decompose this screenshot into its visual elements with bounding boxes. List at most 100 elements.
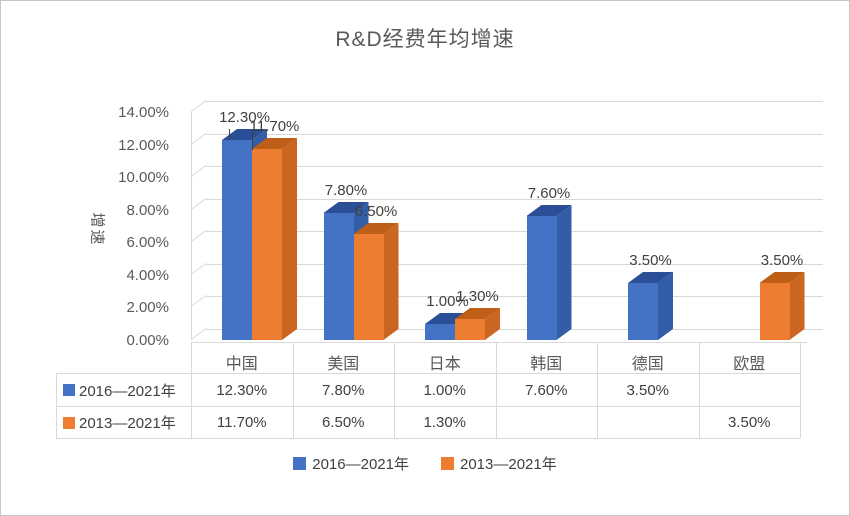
x-axis-line [191, 342, 807, 343]
bar-top-face [425, 313, 470, 324]
gridline [206, 133, 823, 135]
category-label: 美国 [327, 356, 360, 373]
table-series-name: 2013—2021年 [79, 415, 176, 432]
bar-top-face [353, 223, 399, 234]
table-column-border [698, 342, 700, 438]
table-cell: 6.50% [321, 414, 365, 431]
table-series-name: 2016—2021年 [79, 382, 176, 400]
gridline-depth-segment [190, 295, 207, 308]
bar-front-face [526, 216, 557, 340]
table-column-border [495, 342, 497, 438]
category-label: 欧盟 [733, 356, 766, 373]
bar-data-label: 7.60% [527, 185, 571, 202]
table-cell: 7.60% [524, 381, 568, 399]
table-column-border [292, 342, 294, 438]
table-row-header: 2013—2021年 [58, 407, 190, 438]
y-axis-line [191, 112, 192, 340]
table-row-border [56, 406, 800, 407]
bar-side-face [556, 205, 572, 340]
gridline [206, 101, 823, 102]
table-row-header: 2016—2021年 [58, 374, 190, 406]
bar-front-face [455, 319, 485, 340]
y-tick-label: 8.00% [126, 201, 169, 219]
bar-side-face [383, 223, 399, 340]
table-column-border [191, 342, 192, 438]
bar-top-face [455, 308, 500, 319]
gridline-depth-segment [190, 230, 207, 243]
legend-item: 2016—2021年 [293, 453, 409, 474]
gridline [206, 166, 823, 168]
bar-side-face [658, 272, 673, 340]
legend-item: 2013—2021年 [441, 453, 557, 474]
category-label: 韩国 [530, 356, 563, 373]
gridline-depth-segment [190, 197, 207, 210]
table-row-border [56, 373, 800, 374]
gridline-depth-segment [190, 100, 207, 112]
bar-front-face [323, 213, 354, 340]
table-cell: 3.50% [626, 381, 670, 399]
gridline-depth-segment [190, 132, 207, 145]
table-row-border [56, 438, 800, 439]
bar-front-face [252, 149, 282, 340]
gridline [206, 296, 823, 298]
table-cell: 1.30% [423, 414, 467, 431]
y-tick-label: 2.00% [126, 299, 169, 317]
chart-title: R&D经费年均增速 [335, 28, 515, 51]
table-series-swatch [63, 416, 75, 429]
table-left-border [56, 373, 57, 438]
bar-side-face [789, 272, 805, 340]
category-label: 日本 [428, 356, 461, 373]
label-leader-line [252, 133, 253, 150]
table-cell: 1.00% [423, 381, 467, 399]
bar-top-face [323, 202, 369, 213]
y-tick-label: 10.00% [118, 169, 169, 187]
legend: 2016—2021年 2013—2021年 [1, 453, 849, 474]
gridline-depth-segment [190, 165, 207, 178]
bar-front-face [353, 234, 384, 340]
table-cell: 3.50% [727, 414, 771, 431]
bar-data-label: 1.30% [456, 288, 499, 305]
bar-front-face [759, 283, 790, 340]
bar-top-face [526, 205, 572, 216]
table-cell: 7.80% [321, 381, 365, 399]
gridline-depth-segment [190, 328, 207, 340]
bar-data-label: 11.70% [249, 118, 300, 135]
legend-label: 2013—2021年 [460, 456, 557, 473]
legend-label: 2016—2021年 [312, 456, 409, 473]
gridline-depth-segment [190, 262, 207, 275]
legend-swatch [293, 457, 307, 470]
y-tick-label: 6.00% [126, 234, 169, 252]
table-column-border [394, 342, 395, 438]
bar-front-face [425, 324, 455, 340]
bar-data-label: 12.30% [219, 109, 270, 126]
bar-front-face [628, 283, 658, 340]
table-series-swatch [63, 384, 75, 396]
bar-data-label: 1.00% [426, 293, 469, 310]
bar-data-label: 3.50% [629, 252, 672, 269]
bar-side-face [282, 138, 297, 340]
table-column-border [800, 342, 801, 438]
legend-swatch [441, 457, 454, 470]
bar-data-label: 6.50% [354, 203, 398, 220]
bar-data-label: 3.50% [760, 252, 804, 269]
gridline [206, 263, 823, 265]
category-label: 德国 [631, 356, 664, 373]
gridline [206, 198, 823, 200]
bar-front-face [222, 140, 252, 340]
bar-data-label: 7.80% [324, 182, 368, 199]
bar-top-face [252, 138, 297, 149]
y-tick-label: 4.00% [126, 266, 169, 284]
y-tick-label: 0.00% [126, 332, 169, 349]
y-tick-label: 12.00% [118, 136, 169, 154]
bar-top-face [759, 272, 805, 283]
bar-top-face [628, 272, 673, 283]
gridline [206, 329, 823, 330]
label-leader-line [229, 129, 230, 140]
category-label: 中国 [225, 356, 258, 373]
gridline [206, 231, 823, 233]
y-tick-label: 14.00% [118, 104, 169, 121]
table-cell: 12.30% [216, 381, 268, 399]
table-cell: 11.70% [216, 414, 267, 431]
table-column-border [597, 342, 598, 438]
